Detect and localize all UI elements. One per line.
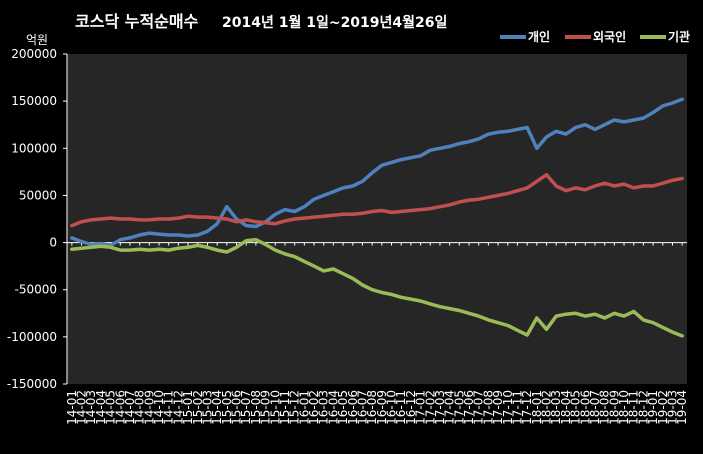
x-tick-label: 14-02 bbox=[75, 390, 89, 425]
x-tick-label: 17-08 bbox=[481, 390, 495, 425]
y-tick-label: 0 bbox=[49, 236, 57, 250]
x-tick-label: 16-01 bbox=[297, 390, 311, 425]
x-tick-label: 17-10 bbox=[501, 390, 515, 425]
x-tick-label: 19-02 bbox=[656, 390, 670, 425]
x-tick-label: 14-11 bbox=[162, 390, 176, 425]
x-tick-label: 17-02 bbox=[423, 390, 437, 425]
x-tick-label: 18-11 bbox=[627, 390, 641, 425]
x-tick-label: 14-03 bbox=[84, 390, 98, 425]
y-tick-label: -100000 bbox=[7, 330, 57, 344]
x-tick-label: 17-05 bbox=[452, 390, 466, 425]
x-tick-label: 14-06 bbox=[113, 390, 127, 425]
x-tick-label: 18-12 bbox=[636, 390, 650, 425]
x-tick-label: 14-10 bbox=[152, 390, 166, 425]
x-tick-label: 16-10 bbox=[385, 390, 399, 425]
legend-label-1: 개인 bbox=[528, 29, 550, 44]
x-tick-label: 19-01 bbox=[646, 390, 660, 425]
x-tick-label: 17-04 bbox=[443, 390, 457, 425]
x-tick-label: 16-05 bbox=[336, 390, 350, 425]
x-tick-label: 16-02 bbox=[307, 390, 321, 425]
x-tick-label: 15-06 bbox=[230, 390, 244, 425]
series-line-3 bbox=[70, 237, 684, 338]
x-tick-label: 18-01 bbox=[530, 390, 544, 425]
x-tick-label: 16-08 bbox=[365, 390, 379, 425]
x-tick-label: 15-01 bbox=[181, 390, 195, 425]
x-tick-label: 15-04 bbox=[210, 390, 224, 425]
y-axis-unit-label: 억원 bbox=[26, 33, 48, 47]
x-tick-label: 16-04 bbox=[326, 390, 340, 425]
legend-label-3: 기관 bbox=[668, 29, 690, 44]
x-tick-label: 14-05 bbox=[104, 390, 118, 425]
x-tick-label: 19-03 bbox=[665, 390, 679, 425]
x-tick-label: 15-05 bbox=[220, 390, 234, 425]
series-line-2 bbox=[70, 172, 684, 228]
x-tick-label: 17-09 bbox=[491, 390, 505, 425]
x-tick-label: 14-08 bbox=[133, 390, 147, 425]
x-tick-label: 14-04 bbox=[94, 390, 108, 425]
x-tick-label: 15-07 bbox=[239, 390, 253, 425]
x-tick-label: 18-10 bbox=[617, 390, 631, 425]
chart-subtitle: 2014년 1월 1일~2019년4월26일 bbox=[222, 14, 447, 31]
x-tick-label: 15-09 bbox=[259, 390, 273, 425]
x-tick-label: 16-12 bbox=[404, 390, 418, 425]
x-tick-label: 15-02 bbox=[191, 390, 205, 425]
y-tick-label: -150000 bbox=[7, 377, 57, 391]
y-tick-label: 50000 bbox=[19, 188, 57, 202]
x-tick-label: 16-11 bbox=[394, 390, 408, 425]
y-tick-label: 150000 bbox=[11, 94, 57, 108]
x-tick-label: 17-01 bbox=[414, 390, 428, 425]
x-tick-label: 15-03 bbox=[200, 390, 214, 425]
x-tick-label: 17-11 bbox=[510, 390, 524, 425]
x-tick-label: 16-03 bbox=[317, 390, 331, 425]
x-tick-label: 14-07 bbox=[123, 390, 137, 425]
x-tick-label: 18-05 bbox=[569, 390, 583, 425]
x-tick-label: 19-04 bbox=[675, 390, 689, 425]
x-tick-label: 16-07 bbox=[355, 390, 369, 425]
x-tick-label: 16-06 bbox=[346, 390, 360, 425]
legend: 개인 외국인 기관 bbox=[500, 29, 690, 44]
legend-label-2: 외국인 bbox=[593, 29, 626, 44]
x-tick-label: 18-02 bbox=[540, 390, 554, 425]
x-tick-label: 14-01 bbox=[65, 390, 79, 425]
x-tick-label: 18-03 bbox=[549, 390, 563, 425]
x-tick-label: 15-08 bbox=[249, 390, 263, 425]
x-tick-label: 14-09 bbox=[142, 390, 156, 425]
plot-area: -150000 -100000 -50000 0 50000 100000 150000 20… bbox=[7, 47, 689, 425]
y-tick-label: 100000 bbox=[11, 141, 57, 155]
x-tick-label: 18-08 bbox=[598, 390, 612, 425]
chart-title: 코스닥 누적순매수 bbox=[75, 12, 199, 31]
x-tick-label: 18-09 bbox=[607, 390, 621, 425]
x-tick-label: 14-12 bbox=[171, 390, 185, 425]
x-tick-label: 16-09 bbox=[375, 390, 389, 425]
x-tick-label: 17-12 bbox=[520, 390, 534, 425]
x-tick-label: 15-11 bbox=[278, 390, 292, 425]
x-tick-label: 18-07 bbox=[588, 390, 602, 425]
series-line-1 bbox=[70, 97, 684, 248]
x-tick-label: 18-04 bbox=[559, 390, 573, 425]
y-tick-label: 200000 bbox=[11, 47, 57, 61]
x-tick-label: 17-06 bbox=[462, 390, 476, 425]
x-tick-label: 17-03 bbox=[433, 390, 447, 425]
x-tick-label: 15-12 bbox=[288, 390, 302, 425]
x-tick-label: 18-06 bbox=[578, 390, 592, 425]
x-tick-label: 17-07 bbox=[472, 390, 486, 425]
y-tick-label: -50000 bbox=[14, 283, 57, 297]
x-tick-label: 15-10 bbox=[268, 390, 282, 425]
